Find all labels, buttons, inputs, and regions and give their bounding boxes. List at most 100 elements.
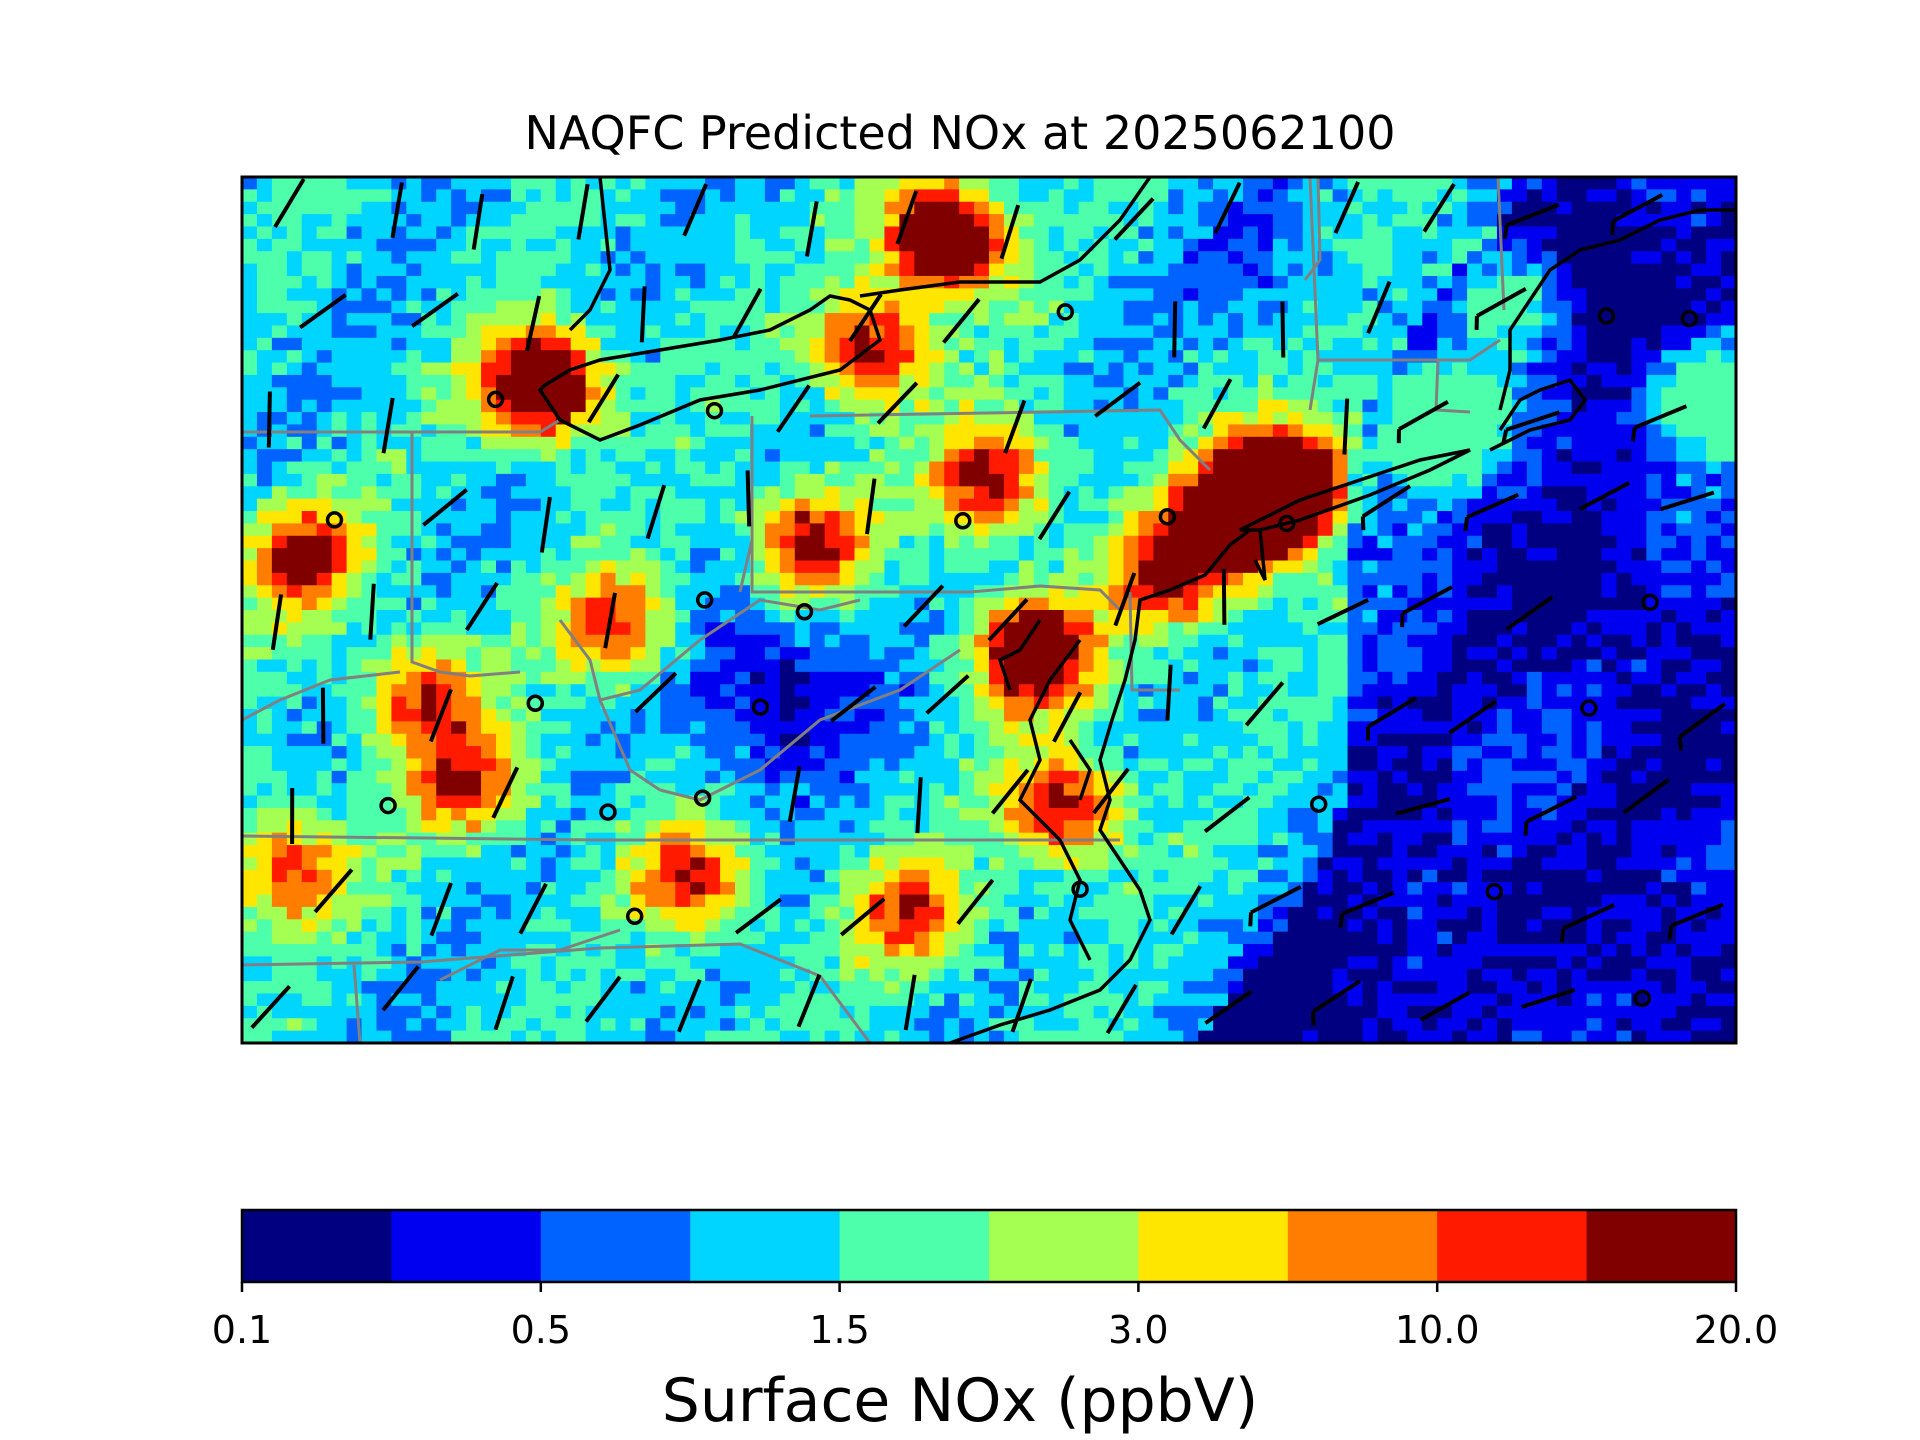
grid-cell bbox=[839, 201, 856, 215]
grid-cell bbox=[944, 288, 960, 302]
grid-cell bbox=[779, 721, 796, 735]
grid-cell bbox=[974, 226, 990, 240]
grid-cell bbox=[1138, 424, 1154, 438]
grid-cell bbox=[555, 548, 572, 562]
grid-cell bbox=[466, 647, 482, 661]
grid-cell bbox=[540, 783, 557, 797]
grid-cell bbox=[884, 251, 900, 265]
grid-cell bbox=[1048, 275, 1065, 289]
grid-cell bbox=[1407, 708, 1423, 722]
grid-cell bbox=[1571, 436, 1588, 450]
grid-cell bbox=[406, 523, 422, 537]
grid-cell bbox=[1048, 214, 1065, 228]
grid-cell bbox=[1721, 313, 1737, 327]
grid-cell bbox=[1138, 412, 1154, 426]
grid-cell bbox=[525, 461, 542, 475]
grid-cell bbox=[929, 498, 945, 512]
grid-cell bbox=[495, 214, 512, 228]
grid-cell bbox=[1347, 263, 1364, 277]
grid-cell bbox=[555, 201, 572, 215]
grid-cell bbox=[645, 758, 661, 772]
grid-cell bbox=[1302, 313, 1319, 327]
grid-cell bbox=[1676, 511, 1692, 524]
grid-cell bbox=[1317, 424, 1334, 438]
grid-cell bbox=[824, 201, 841, 215]
grid-cell bbox=[675, 572, 691, 586]
grid-cell bbox=[1048, 647, 1065, 661]
grid-cell bbox=[1153, 486, 1169, 500]
grid-cell bbox=[376, 622, 392, 636]
grid-cell bbox=[1721, 535, 1737, 549]
grid-cell bbox=[242, 511, 258, 524]
grid-cell bbox=[1168, 238, 1184, 252]
grid-cell bbox=[1153, 350, 1169, 364]
grid-cell bbox=[436, 263, 452, 277]
grid-cell bbox=[1721, 337, 1737, 351]
grid-cell bbox=[1541, 486, 1558, 500]
grid-cell bbox=[839, 498, 856, 512]
grid-cell bbox=[1287, 770, 1304, 784]
grid-cell bbox=[1721, 275, 1737, 289]
grid-cell bbox=[1616, 498, 1633, 512]
grid-cell bbox=[1437, 238, 1453, 252]
grid-cell bbox=[540, 177, 557, 190]
grid-cell bbox=[286, 659, 303, 673]
grid-cell bbox=[854, 498, 871, 512]
grid-cell bbox=[854, 189, 871, 203]
grid-cell bbox=[974, 473, 990, 487]
grid-cell bbox=[346, 177, 363, 190]
grid-cell bbox=[1183, 461, 1199, 475]
grid-cell bbox=[1377, 226, 1393, 240]
grid-cell bbox=[839, 610, 856, 623]
grid-cell bbox=[1407, 511, 1423, 524]
grid-cell bbox=[1078, 313, 1095, 327]
grid-cell bbox=[615, 399, 632, 413]
grid-cell bbox=[271, 721, 288, 735]
grid-cell bbox=[1721, 412, 1737, 426]
grid-cell bbox=[1467, 412, 1483, 426]
grid-cell bbox=[271, 374, 288, 388]
grid-cell bbox=[615, 177, 632, 190]
grid-cell bbox=[436, 226, 452, 240]
grid-cell bbox=[316, 251, 333, 265]
grid-cell bbox=[1616, 560, 1633, 574]
grid-cell bbox=[705, 498, 721, 512]
grid-cell bbox=[615, 275, 632, 289]
grid-cell bbox=[720, 746, 736, 760]
grid-cell bbox=[630, 783, 646, 797]
grid-cell bbox=[316, 585, 333, 599]
grid-cell bbox=[421, 708, 437, 722]
grid-cell bbox=[510, 671, 527, 685]
grid-cell bbox=[705, 473, 721, 487]
grid-cell bbox=[1302, 647, 1319, 661]
grid-cell bbox=[929, 746, 945, 760]
grid-cell bbox=[1646, 424, 1662, 438]
grid-cell bbox=[1407, 733, 1423, 747]
grid-cell bbox=[510, 461, 527, 475]
grid-cell bbox=[256, 511, 273, 524]
grid-cell bbox=[540, 548, 557, 562]
grid-cell bbox=[720, 721, 736, 735]
grid-cell bbox=[585, 214, 602, 228]
grid-cell bbox=[944, 449, 960, 463]
grid-cell bbox=[720, 325, 736, 339]
grid-cell bbox=[944, 436, 960, 450]
grid-cell bbox=[1706, 251, 1722, 265]
grid-cell bbox=[884, 436, 900, 450]
grid-cell bbox=[451, 275, 467, 289]
grid-cell bbox=[466, 325, 482, 339]
grid-cell bbox=[959, 498, 975, 512]
grid-cell bbox=[481, 746, 497, 760]
grid-cell bbox=[1467, 560, 1483, 574]
grid-cell bbox=[899, 337, 915, 351]
grid-cell bbox=[929, 622, 945, 636]
grid-cell bbox=[884, 461, 900, 475]
grid-cell bbox=[1287, 461, 1304, 475]
grid-cell bbox=[675, 313, 691, 327]
grid-cell bbox=[1541, 634, 1558, 648]
grid-cell bbox=[1496, 548, 1513, 562]
grid-cell bbox=[1601, 498, 1618, 512]
grid-cell bbox=[1556, 659, 1573, 673]
grid-cell bbox=[451, 449, 467, 463]
grid-cell bbox=[570, 498, 587, 512]
